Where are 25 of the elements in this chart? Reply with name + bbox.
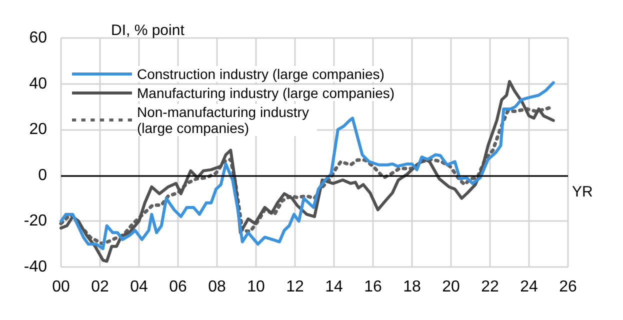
- y-tick-label: 20: [29, 121, 48, 138]
- x-axis-title: YR: [572, 183, 594, 200]
- y-tick-label: -40: [24, 258, 48, 276]
- x-tick-label: 18: [403, 278, 421, 296]
- y-tick-label: 40: [29, 75, 48, 92]
- x-tick-label: 00: [52, 278, 70, 296]
- y-tick-label: -20: [24, 212, 48, 230]
- legend-label: Manufacturing industry (large companies): [137, 85, 395, 101]
- x-tick-label: 04: [130, 278, 148, 296]
- y-tick-label: 0: [38, 166, 48, 184]
- x-tick-label: 08: [208, 278, 226, 296]
- x-tick-label: 20: [442, 278, 460, 296]
- x-tick-label: 24: [520, 278, 538, 296]
- x-tick-label: 06: [169, 278, 187, 296]
- x-tick-label: 22: [481, 278, 499, 296]
- x-tick-label: 12: [286, 278, 304, 296]
- x-tick-label: 10: [247, 278, 265, 296]
- x-tick-label: 14: [325, 278, 343, 296]
- x-tick-label: 02: [91, 278, 109, 296]
- x-tick-label: 26: [559, 278, 577, 296]
- x-tick-label: 16: [364, 278, 382, 296]
- legend-label: Non-manufacturing industry (large companies): [137, 104, 313, 136]
- y-tick-label: 60: [29, 30, 48, 46]
- y-axis-title: DI, % point: [111, 22, 186, 39]
- legend-label: Construction industry (large companies): [137, 66, 384, 82]
